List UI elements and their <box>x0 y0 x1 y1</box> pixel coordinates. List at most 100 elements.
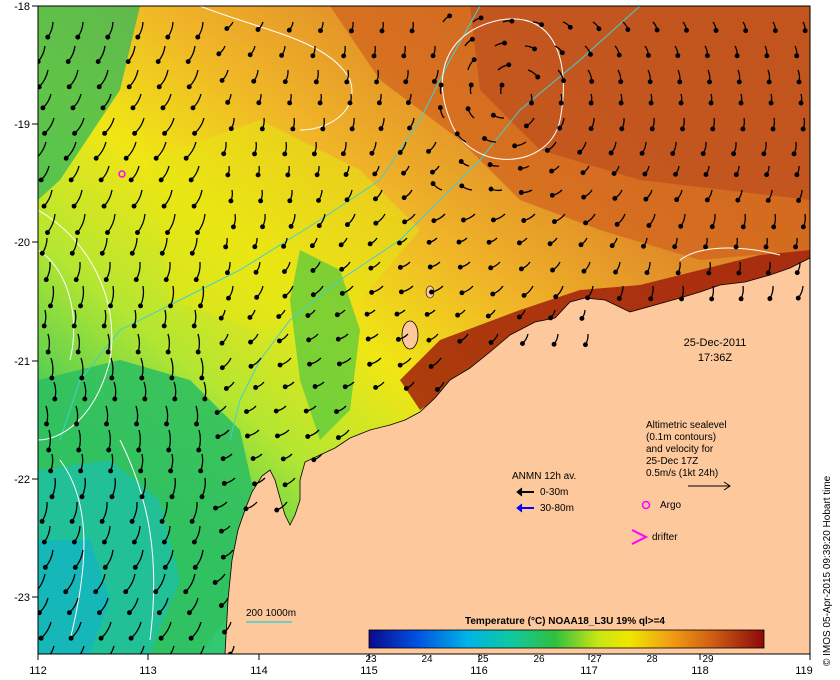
velocity-arrow-head <box>131 539 137 545</box>
velocity-arrow-head <box>437 105 443 111</box>
velocity-arrow-head <box>282 293 288 299</box>
velocity-arrow-head <box>161 539 167 545</box>
velocity-arrow-head <box>260 224 265 230</box>
velocity-arrow-head <box>245 433 250 439</box>
velocity-arrow <box>139 645 145 654</box>
velocity-arrow-head <box>132 130 138 136</box>
velocity-arrow-head <box>131 203 137 209</box>
velocity-arrow-head <box>793 244 798 250</box>
velocity-arrow-head <box>340 151 346 157</box>
velocity-arrow-head <box>191 203 197 209</box>
velocity-arrow-head <box>426 337 432 343</box>
lon-tick-label: 117 <box>580 665 598 677</box>
velocity-arrow-head <box>645 52 651 58</box>
velocity-arrow-head <box>431 218 437 224</box>
velocity-arrow-head <box>274 507 280 513</box>
velocity-arrow-head <box>183 155 189 161</box>
velocity-arrow-head <box>430 169 435 175</box>
velocity-arrow-head <box>369 289 375 295</box>
velocity-arrow-head <box>165 230 170 235</box>
velocity-arrow-head <box>95 59 101 65</box>
velocity-arrow-head <box>282 384 288 390</box>
velocity-arrow-head <box>74 421 79 427</box>
lat-tick-label: -21 <box>14 356 30 368</box>
velocity-arrow-head <box>123 589 129 595</box>
velocity-arrow-head <box>488 340 494 345</box>
velocity-arrow-head <box>738 296 744 302</box>
velocity-arrow-head <box>795 295 801 301</box>
isobath-legend: 200 1000m <box>246 608 296 623</box>
velocity-arrow-head <box>550 267 556 273</box>
velocity-arrow-head <box>740 126 746 132</box>
velocity-arrow-head <box>310 292 316 298</box>
velocity-arrow-head <box>736 270 742 276</box>
velocity-arrow-head <box>98 177 104 183</box>
velocity-arrow-head <box>215 434 221 440</box>
velocity-arrow-head <box>285 172 291 178</box>
velocity-arrow-head <box>796 79 802 85</box>
velocity-arrow-head <box>314 172 320 178</box>
velocity-arrow-head <box>639 150 645 156</box>
velocity-arrow-head <box>710 126 716 132</box>
velocity-arrow-head <box>369 150 375 156</box>
velocity-arrow-head <box>247 314 253 320</box>
velocity-arrow-head <box>765 270 771 276</box>
velocity-arrow-head <box>401 195 407 201</box>
velocity-arrow-head <box>349 28 354 34</box>
velocity-arrow-head <box>674 197 680 203</box>
velocity-arrow-head <box>129 518 135 524</box>
velocity-arrow-head <box>63 155 69 161</box>
velocity-arrow-head <box>457 338 463 344</box>
velocity-arrow-head <box>429 289 434 295</box>
velocity-arrow-head <box>581 194 587 200</box>
lon-tick-label: 115 <box>360 665 378 677</box>
velocity-arrow-head <box>38 84 42 90</box>
velocity-arrow-head <box>65 59 71 65</box>
velocity-arrow-head <box>310 53 316 59</box>
velocity-arrow-head <box>341 53 347 59</box>
colorbar-tick: 29 <box>702 654 714 665</box>
velocity-arrow-head <box>516 314 522 320</box>
velocity-arrow-head <box>761 151 767 157</box>
velocity-arrow-head <box>282 79 288 85</box>
velocity-arrow-head <box>194 658 198 662</box>
velocity-arrow-head <box>733 244 739 250</box>
velocity-arrow-head <box>40 105 46 111</box>
velocity-arrow-head <box>169 375 175 381</box>
velocity-arrow-head <box>709 224 715 230</box>
velocity-arrow-head <box>734 53 740 59</box>
velocity-arrow-head <box>252 244 258 250</box>
velocity-arrow-head <box>255 27 261 32</box>
velocity-arrow-head <box>678 223 684 229</box>
velocity-arrow <box>79 645 85 654</box>
velocity-arrow-head <box>108 468 114 474</box>
lon-tick-label: 118 <box>691 665 709 677</box>
velocity-arrow-head <box>161 203 167 209</box>
velocity-arrow-head <box>131 323 137 329</box>
velocity-arrow-head <box>471 57 477 63</box>
velocity-arrow-head <box>424 311 430 317</box>
velocity-arrow-head <box>222 629 227 635</box>
isobath-label: 200 1000m <box>246 608 296 619</box>
velocity-arrow-head <box>172 396 178 402</box>
velocity-arrow-head <box>736 79 742 85</box>
velocity-arrow-head <box>282 269 287 274</box>
velocity-arrow-head <box>613 269 618 275</box>
velocity-arrow-head <box>535 74 541 80</box>
velocity-arrow-head <box>579 315 585 321</box>
velocity-arrow-head <box>703 244 709 250</box>
velocity-arrow-head <box>544 147 550 153</box>
velocity-arrow-head <box>458 159 464 164</box>
velocity-arrow-head <box>223 244 229 250</box>
velocity-arrow-head <box>48 468 54 474</box>
velocity-arrow-head <box>459 290 465 296</box>
colorbar-tick: 28 <box>646 654 658 665</box>
velocity-arrow-head <box>44 421 49 427</box>
velocity-arrow-head <box>551 219 557 225</box>
velocity-arrow-head <box>647 79 653 85</box>
velocity-arrow-head <box>311 457 317 463</box>
velocity-arrow-head <box>198 468 204 474</box>
velocity-arrow-head <box>156 84 162 90</box>
velocity-arrow-head <box>258 198 264 204</box>
velocity-arrow-head <box>307 361 313 367</box>
